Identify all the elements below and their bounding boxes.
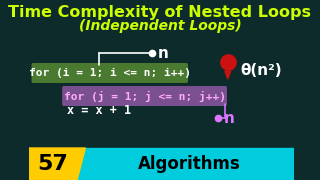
FancyBboxPatch shape: [32, 63, 188, 83]
Text: Algorithms: Algorithms: [138, 155, 241, 173]
Text: for (i = 1; i <= n; i++): for (i = 1; i <= n; i++): [29, 68, 191, 78]
Polygon shape: [77, 148, 294, 180]
Text: for (j = 1; j <= n; j++): for (j = 1; j <= n; j++): [64, 91, 226, 102]
Text: n: n: [224, 111, 235, 125]
Polygon shape: [29, 148, 85, 180]
Polygon shape: [225, 71, 231, 79]
Text: θ(n²): θ(n²): [240, 62, 282, 78]
Text: (Independent Loops): (Independent Loops): [78, 19, 241, 33]
Text: x = x + 1: x = x + 1: [68, 103, 132, 116]
FancyBboxPatch shape: [62, 86, 227, 106]
Text: 57: 57: [38, 154, 68, 174]
Text: n: n: [158, 46, 169, 60]
Text: Time Complexity of Nested Loops: Time Complexity of Nested Loops: [8, 4, 311, 19]
